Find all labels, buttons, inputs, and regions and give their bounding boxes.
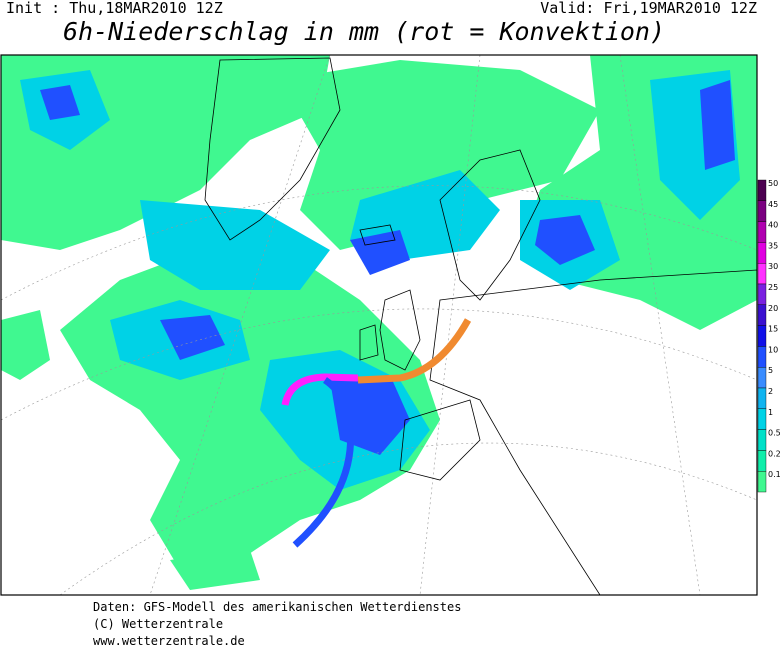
legend-label: 40 <box>768 221 778 230</box>
legend-swatch <box>757 179 767 201</box>
init-time: Init : Thu,18MAR2010 12Z <box>6 0 223 17</box>
precip-heavy <box>40 80 735 455</box>
legend-label: 50 <box>768 179 778 188</box>
legend-label: 35 <box>768 241 778 250</box>
footer-url: www.wetterzentrale.de <box>93 634 245 648</box>
legend-label: 30 <box>768 262 778 271</box>
valid-time: Valid: Fri,19MAR2010 12Z <box>540 0 757 17</box>
legend-swatch <box>757 450 767 472</box>
footer-source: Daten: GFS-Modell des amerikanischen Wet… <box>93 600 461 614</box>
legend-swatch <box>757 283 767 305</box>
legend-swatch <box>757 408 767 430</box>
coastlines <box>204 57 757 595</box>
legend-swatch <box>757 304 767 326</box>
legend-label: 45 <box>768 200 778 209</box>
legend-swatch <box>757 387 767 409</box>
legend-swatch <box>757 263 767 285</box>
legend-label: 15 <box>768 325 778 334</box>
legend-label: 0.1 <box>768 470 781 479</box>
legend-swatch <box>757 242 767 264</box>
legend-swatch <box>757 200 767 222</box>
footer-copyright: (C) Wetterzentrale <box>93 617 223 631</box>
color-legend: 50 45 40 35 30 25 20 15 10 5 2 1 0.5 0.2 0.1 <box>757 179 781 493</box>
legend-label: 2 <box>768 387 773 396</box>
legend-label: 0.2 <box>768 449 781 458</box>
front-rain <box>292 377 355 548</box>
front-convective <box>281 373 359 406</box>
legend-label: 5 <box>768 366 773 375</box>
legend-swatch <box>757 367 767 389</box>
legend-swatch <box>757 346 767 368</box>
legend-label: 20 <box>768 304 778 313</box>
legend-swatch <box>757 221 767 243</box>
legend-label: 25 <box>768 283 778 292</box>
legend-label: 10 <box>768 345 778 354</box>
legend-swatch <box>757 325 767 347</box>
map <box>0 54 758 596</box>
legend-swatch <box>757 429 767 451</box>
front-warm <box>357 318 472 384</box>
map-title: 6h-Niederschlag in mm (rot = Konvektion) <box>63 17 665 46</box>
graticule <box>1 55 757 595</box>
legend-label: 1 <box>768 408 773 417</box>
legend-label: 0.5 <box>768 429 781 438</box>
legend-swatch <box>757 471 767 493</box>
